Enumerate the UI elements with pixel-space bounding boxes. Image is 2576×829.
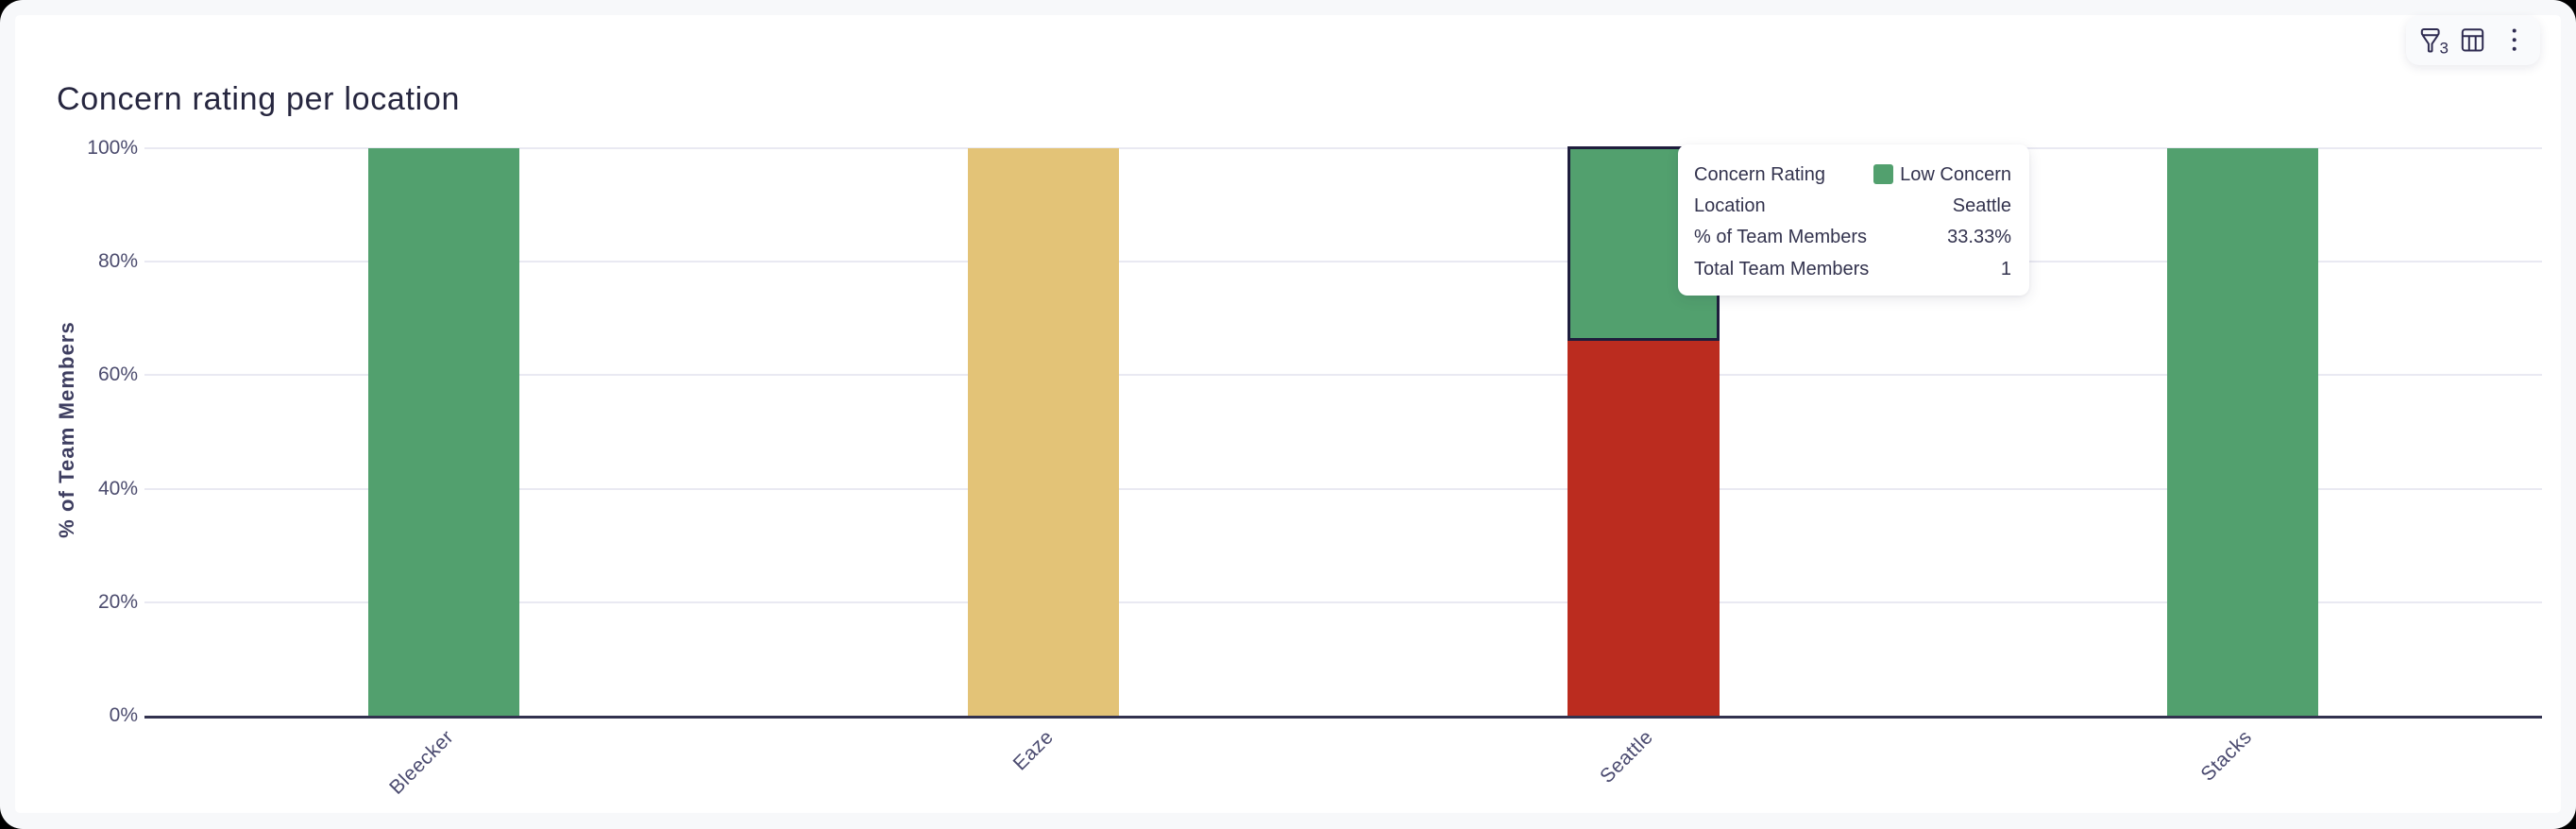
svg-text:3: 3 (2440, 40, 2449, 58)
